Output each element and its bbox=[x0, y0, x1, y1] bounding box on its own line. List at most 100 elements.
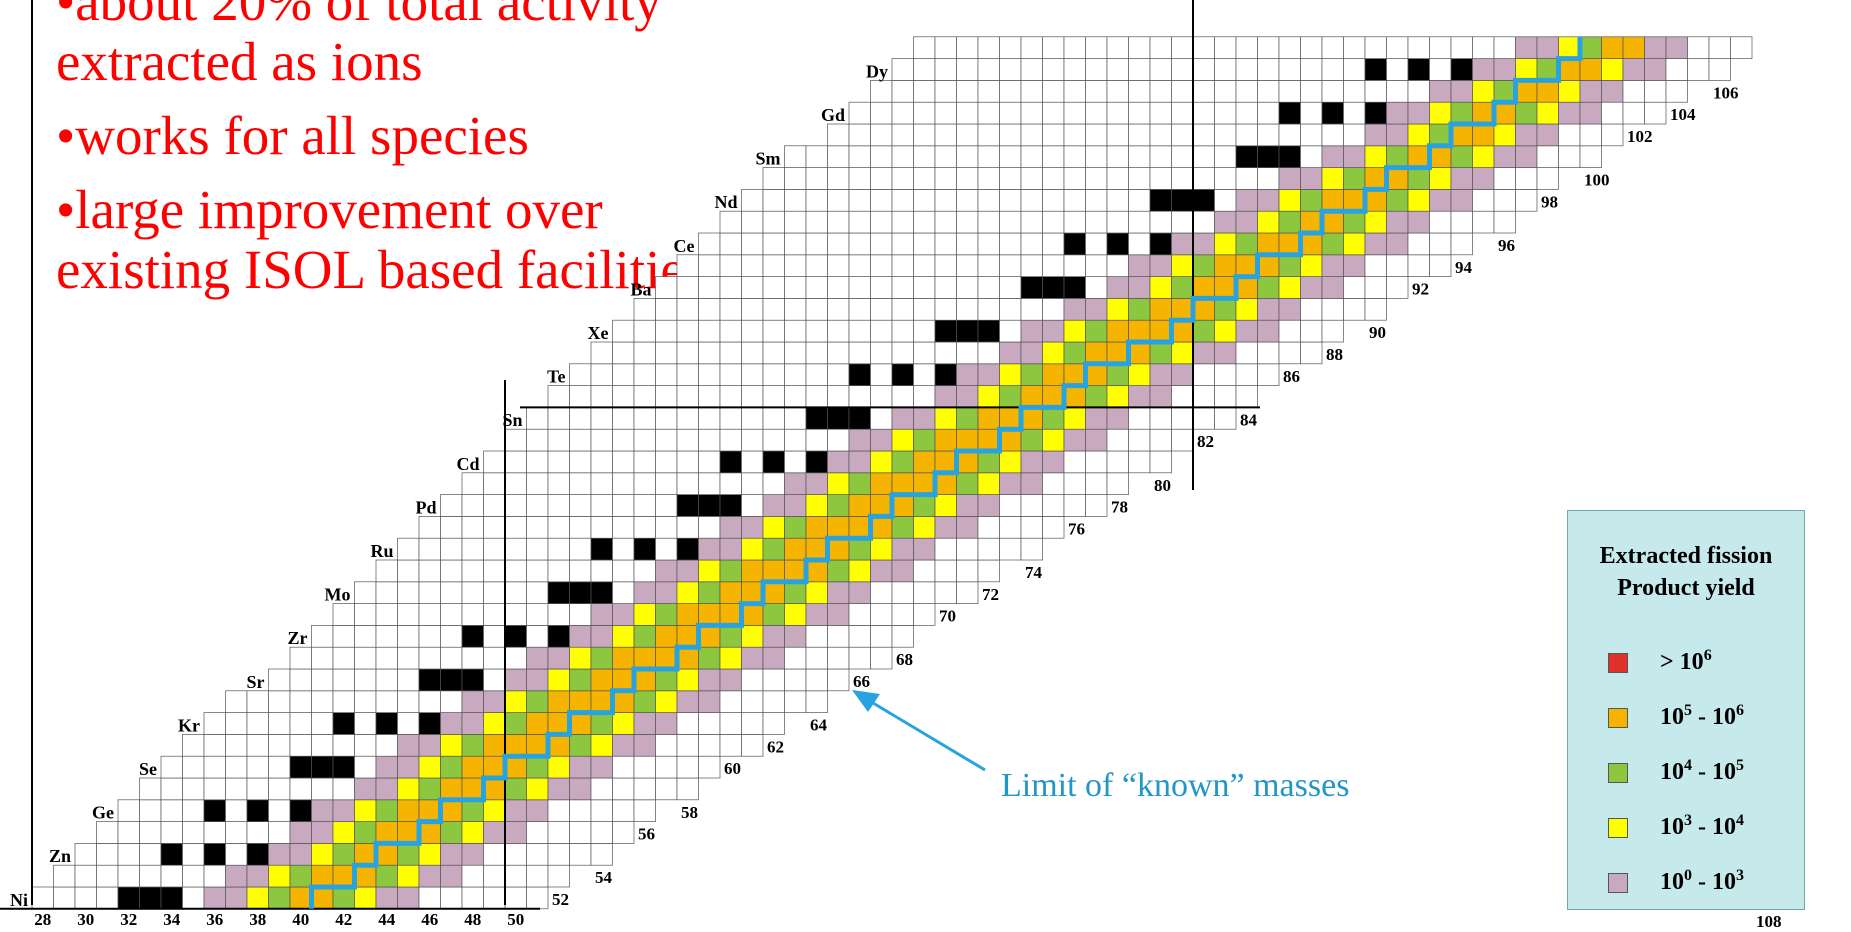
nuclide-cell bbox=[956, 167, 979, 190]
nuclide-cell bbox=[1257, 254, 1280, 277]
nuclide-cell bbox=[225, 821, 248, 844]
nuclide-cell bbox=[1343, 80, 1366, 103]
nuclide-cell bbox=[1214, 363, 1237, 386]
nuclide-cell bbox=[182, 755, 205, 779]
nuclide-cell bbox=[655, 472, 678, 495]
nuclide-cell bbox=[397, 581, 420, 604]
nuclide-cell bbox=[1429, 58, 1452, 81]
nuclide-cell bbox=[547, 821, 570, 844]
nuclide-cell bbox=[1235, 145, 1258, 168]
nuclide-cell bbox=[1257, 145, 1280, 168]
nuclide-cell bbox=[397, 799, 420, 822]
nuclide-cell bbox=[311, 690, 334, 713]
nuclide-cell bbox=[246, 755, 269, 779]
nuclide-cell bbox=[891, 189, 914, 212]
nuclide-cell bbox=[1622, 101, 1645, 125]
nuclide-cell bbox=[1085, 145, 1108, 168]
nuclide-cell bbox=[1235, 123, 1258, 147]
nuclide-cell bbox=[160, 755, 183, 779]
nuclide-cell bbox=[784, 450, 807, 474]
nuclide-cell bbox=[870, 145, 893, 168]
nuclide-cell bbox=[483, 625, 506, 648]
nuclide-cell bbox=[827, 581, 850, 604]
nuclide-cell bbox=[1300, 58, 1323, 81]
nuclide-cell bbox=[762, 603, 785, 626]
nuclide-cell bbox=[633, 385, 656, 408]
nuclide-cell bbox=[268, 886, 291, 910]
legend-swatch bbox=[1608, 818, 1628, 838]
nuclide-cell bbox=[676, 363, 699, 386]
nuclide-cell bbox=[569, 472, 592, 495]
nuclide-cell bbox=[805, 407, 828, 430]
nuclide-cell bbox=[1149, 341, 1172, 365]
legend-label: 103 - 104 bbox=[1660, 812, 1744, 840]
nuclide-cell bbox=[612, 450, 635, 474]
nuclide-cell bbox=[633, 755, 656, 779]
nuclide-cell bbox=[633, 581, 656, 604]
nuclide-cell bbox=[805, 341, 828, 365]
neutron-number-label: 38 bbox=[249, 910, 266, 929]
nuclide-cell bbox=[934, 472, 957, 495]
nuclide-cell bbox=[397, 603, 420, 626]
nuclide-cell bbox=[1558, 80, 1581, 103]
nuclide-cell bbox=[848, 537, 871, 561]
nuclide-cell bbox=[913, 101, 936, 125]
nuclide-cell bbox=[418, 799, 441, 822]
nuclide-cell bbox=[1171, 276, 1194, 299]
nuclide-cell bbox=[1063, 428, 1086, 452]
nuclide-cell bbox=[1622, 80, 1645, 103]
nuclide-cell bbox=[504, 886, 527, 910]
nuclide-cell bbox=[1493, 167, 1516, 190]
nuclide-cell bbox=[526, 428, 549, 452]
nuclide-cell bbox=[1321, 167, 1344, 190]
nuclide-cell bbox=[1536, 101, 1559, 125]
nuclide-cell bbox=[934, 210, 957, 234]
nuclide-cell bbox=[827, 428, 850, 452]
nuclide-cell bbox=[440, 581, 463, 604]
nuclide-cell bbox=[203, 777, 226, 801]
nuclide-cell bbox=[182, 843, 205, 866]
nuclide-cell bbox=[612, 559, 635, 583]
nuclide-cell bbox=[1149, 80, 1172, 103]
nuclide-cell bbox=[848, 428, 871, 452]
nuclide-cell bbox=[461, 668, 484, 692]
nuclide-cell bbox=[590, 428, 613, 452]
nuclide-cell bbox=[784, 407, 807, 430]
nuclide-cell bbox=[590, 341, 613, 365]
nuclide-cell bbox=[999, 232, 1022, 256]
nuclide-cell bbox=[870, 167, 893, 190]
nuclide-cell bbox=[203, 712, 226, 735]
nuclide-cell bbox=[848, 646, 871, 670]
nuclide-cell bbox=[1300, 145, 1323, 168]
nuclide-cell bbox=[848, 516, 871, 539]
nuclide-cell bbox=[612, 777, 635, 801]
nuclide-cell bbox=[504, 603, 527, 626]
nuclide-cell bbox=[719, 472, 742, 495]
nuclide-cell bbox=[418, 712, 441, 735]
nuclide-cell bbox=[805, 646, 828, 670]
neutron-number-label: 84 bbox=[1240, 410, 1258, 429]
nuclide-cell bbox=[1321, 189, 1344, 212]
nuclide-cell bbox=[1257, 101, 1280, 125]
nuclide-cell bbox=[354, 625, 377, 648]
nuclide-cell bbox=[354, 821, 377, 844]
nuclide-cell bbox=[483, 886, 506, 910]
nuclide-cell bbox=[784, 646, 807, 670]
nuclide-cell bbox=[913, 559, 936, 583]
nuclide-cell bbox=[96, 843, 119, 866]
nuclide-cell bbox=[590, 559, 613, 583]
nuclide-cell bbox=[1149, 385, 1172, 408]
nuclide-cell bbox=[526, 450, 549, 474]
nuclide-cell bbox=[1235, 36, 1258, 59]
nuclide-cell bbox=[741, 516, 764, 539]
element-label: Se bbox=[139, 759, 157, 779]
nuclide-cell bbox=[655, 734, 678, 757]
nuclide-cell bbox=[1558, 123, 1581, 147]
nuclide-cell bbox=[1235, 298, 1258, 321]
limit-known-masses-line bbox=[309, 36, 1583, 909]
nuclide-cell bbox=[354, 690, 377, 713]
nuclide-cell bbox=[1558, 36, 1581, 59]
nuclide-cell bbox=[676, 428, 699, 452]
nuclide-cell bbox=[676, 385, 699, 408]
nuclide-cell bbox=[784, 319, 807, 343]
